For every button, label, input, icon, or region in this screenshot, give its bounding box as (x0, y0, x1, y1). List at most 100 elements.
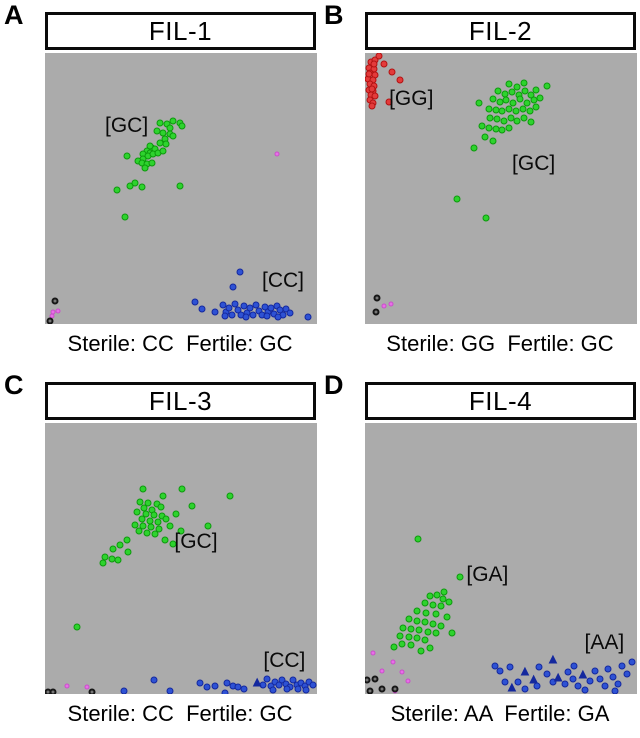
data-point-green (505, 80, 513, 88)
data-point-green (188, 502, 196, 510)
data-point-green (162, 140, 170, 148)
data-point-green (505, 124, 513, 132)
data-point-blue (302, 686, 310, 694)
data-point-green (437, 602, 445, 610)
panel-title: FIL-3 (148, 385, 213, 416)
panel-C: C FIL-3 [GC] [CC] Sterile: CC Fertile: GC (0, 370, 320, 738)
data-point-blue (249, 311, 257, 318)
data-point-blue (221, 689, 229, 694)
cluster-label: [GA] (466, 562, 509, 586)
data-point-green (492, 125, 500, 133)
panel-letter: C (4, 370, 24, 400)
data-point-magenta (388, 301, 394, 307)
panel-caption: Sterile: CC Fertile: GC (67, 331, 293, 356)
panel-title: FIL-4 (468, 385, 533, 416)
panel-caption: Sterile: GG Fertile: GC (386, 331, 614, 356)
panel-caption: Sterile: AA Fertile: GA (390, 701, 610, 726)
data-point-blue (604, 665, 612, 673)
data-point-green (396, 632, 404, 640)
data-point-green (421, 599, 429, 607)
data-point-green (204, 522, 212, 530)
data-point-blue (601, 682, 609, 690)
data-point-green (399, 624, 407, 632)
data-point-blue (529, 674, 539, 684)
data-point-blue (548, 654, 558, 664)
data-point-blue (166, 687, 174, 694)
data-point-green (161, 536, 169, 544)
data-point-green (413, 617, 421, 625)
data-point-green (135, 527, 143, 535)
data-point-green (432, 610, 440, 618)
data-point-green (429, 620, 437, 628)
cluster-label: [GC] (174, 530, 218, 554)
data-point-magenta (84, 684, 90, 690)
data-point-blue (578, 669, 588, 679)
data-point-blue (211, 682, 219, 690)
data-point-green (498, 107, 506, 115)
data-point-green (159, 492, 167, 500)
scatter-plot: [GC] [CC] (45, 423, 317, 694)
data-point-green (147, 523, 155, 531)
data-point-blue (269, 686, 277, 694)
panel-title-box: FIL-3 (45, 382, 316, 420)
data-point-blue (570, 662, 578, 670)
data-point-red (365, 70, 373, 78)
data-point-blue (198, 305, 206, 313)
data-point-magenta (390, 659, 396, 665)
data-point-black (366, 687, 374, 694)
data-point-green (172, 510, 180, 518)
data-point-green (144, 499, 152, 507)
data-point-green (73, 623, 81, 631)
data-point-green (159, 147, 167, 155)
data-point-green (417, 647, 425, 655)
panel-title-box: FIL-4 (365, 382, 636, 420)
data-point-green (429, 601, 437, 609)
data-point-green (136, 498, 144, 506)
data-point-magenta (381, 303, 387, 309)
data-point-green (494, 87, 502, 95)
data-point-green (123, 536, 131, 544)
data-point-blue (231, 300, 239, 308)
data-point-green (123, 152, 131, 160)
data-point-green (543, 82, 551, 90)
data-point-blue (263, 312, 271, 320)
data-point-green (139, 485, 147, 493)
data-point-green (421, 618, 429, 626)
data-point-green (157, 503, 165, 511)
data-point-magenta (399, 669, 405, 675)
data-point-black (372, 308, 380, 316)
data-point-blue (242, 313, 250, 321)
data-point-blue (294, 685, 302, 693)
data-point-green (478, 122, 486, 130)
data-point-blue (569, 675, 577, 683)
data-point-magenta (379, 668, 385, 674)
data-point-green (489, 137, 497, 145)
data-point-blue (514, 678, 522, 686)
data-point-green (413, 607, 421, 615)
data-point-green (143, 529, 151, 537)
data-point-green (481, 133, 489, 141)
data-point-blue (535, 663, 543, 671)
data-point-blue (240, 685, 248, 693)
data-point-blue (289, 676, 297, 684)
data-point-green (142, 510, 150, 518)
data-point-blue (282, 305, 290, 313)
data-point-red (368, 102, 376, 110)
data-point-blue (120, 687, 128, 694)
data-point-green (154, 518, 162, 526)
data-point-blue (618, 662, 626, 670)
data-point-blue (581, 686, 589, 694)
data-point-black (51, 297, 59, 305)
cluster-label: [CC] (263, 649, 306, 673)
data-point-blue (561, 680, 569, 688)
data-point-blue (623, 670, 631, 678)
data-point-red (396, 76, 404, 84)
data-point-green (138, 183, 146, 191)
panel-B: B FIL-2 [GG] [GC] Sterile: GG Fertile: GC (320, 0, 640, 368)
data-point-green (507, 114, 515, 122)
data-point-blue (203, 683, 211, 691)
data-point-green (407, 641, 415, 649)
data-point-green (108, 555, 116, 562)
data-point-green (422, 609, 430, 617)
data-point-green (512, 107, 520, 115)
